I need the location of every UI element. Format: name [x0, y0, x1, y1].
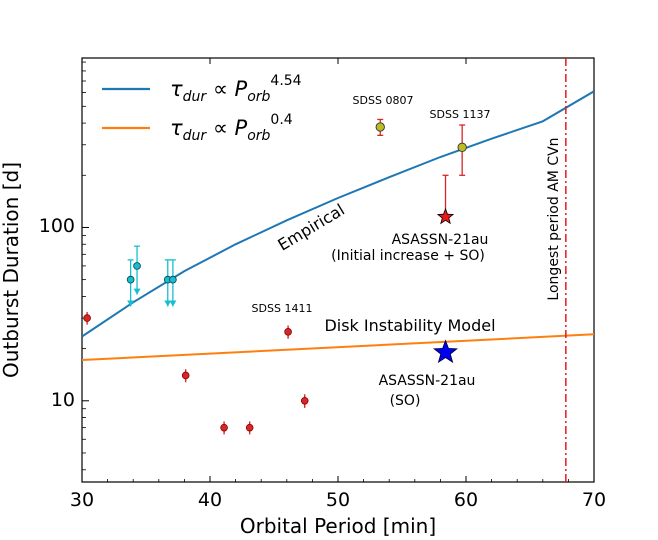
y-tick-label: 10: [51, 389, 75, 411]
empirical-curve-label: Empirical: [274, 200, 348, 255]
x-tick-label: 50: [326, 489, 350, 511]
x-axis-title: Orbital Period [min]: [240, 514, 436, 538]
blue-star-marker: [432, 339, 458, 364]
red-data-point: [284, 328, 292, 336]
x-tick-label: 30: [70, 489, 94, 511]
annotation-asassn-so-note: (SO): [390, 393, 421, 409]
upper-limit-arrowhead: [127, 300, 135, 307]
y-tick-label: 100: [39, 215, 75, 237]
disk-instability-label: Disk Instability Model: [324, 316, 495, 335]
plot-frame: [81, 57, 595, 483]
yellow-data-point: [457, 142, 467, 152]
upper-limit-arrowhead: [133, 288, 141, 295]
x-tick-label: 70: [582, 489, 606, 511]
annotation-sdss-1137: SDSS 1137: [430, 108, 491, 121]
red-data-point: [245, 423, 254, 432]
upper-limit-arrowhead: [169, 300, 177, 307]
legend-label-disk-instability: τdur ∝ Porb0.4: [170, 112, 293, 144]
upper-limit-point: [126, 275, 135, 284]
yellow-data-point: [375, 122, 385, 132]
disk-instability-curve: [82, 333, 594, 361]
annotation-sdss-0807: SDSS 0807: [353, 94, 414, 107]
red-data-point: [300, 396, 309, 405]
upper-limit-point: [133, 262, 141, 270]
legend: τdur ∝ Porb4.54 τdur ∝ Porb0.4: [102, 73, 302, 144]
red-star-marker: [436, 207, 455, 225]
tick-marks: [81, 58, 595, 482]
x-tick-label: 60: [454, 489, 478, 511]
annotation-asassn-initial: ASASSN-21au: [392, 232, 489, 248]
upper-limit-point: [169, 275, 177, 284]
x-tick-label: 40: [198, 489, 222, 511]
red-data-point: [181, 371, 190, 380]
y-axis-title: Outburst Duration [d]: [0, 162, 23, 378]
red-data-point: [83, 314, 91, 322]
annotation-sdss-1411: SDSS 1411: [252, 302, 313, 315]
vline-label: Longest period AM CVn: [546, 137, 562, 300]
annotation-asassn-initial-note: (Initial increase + SO): [331, 248, 485, 264]
upper-limit-arrowhead: [164, 300, 172, 307]
red-data-point: [220, 423, 228, 432]
legend-label-empirical: τdur ∝ Porb4.54: [170, 73, 302, 105]
annotation-asassn-so: ASASSN-21au: [379, 373, 476, 389]
